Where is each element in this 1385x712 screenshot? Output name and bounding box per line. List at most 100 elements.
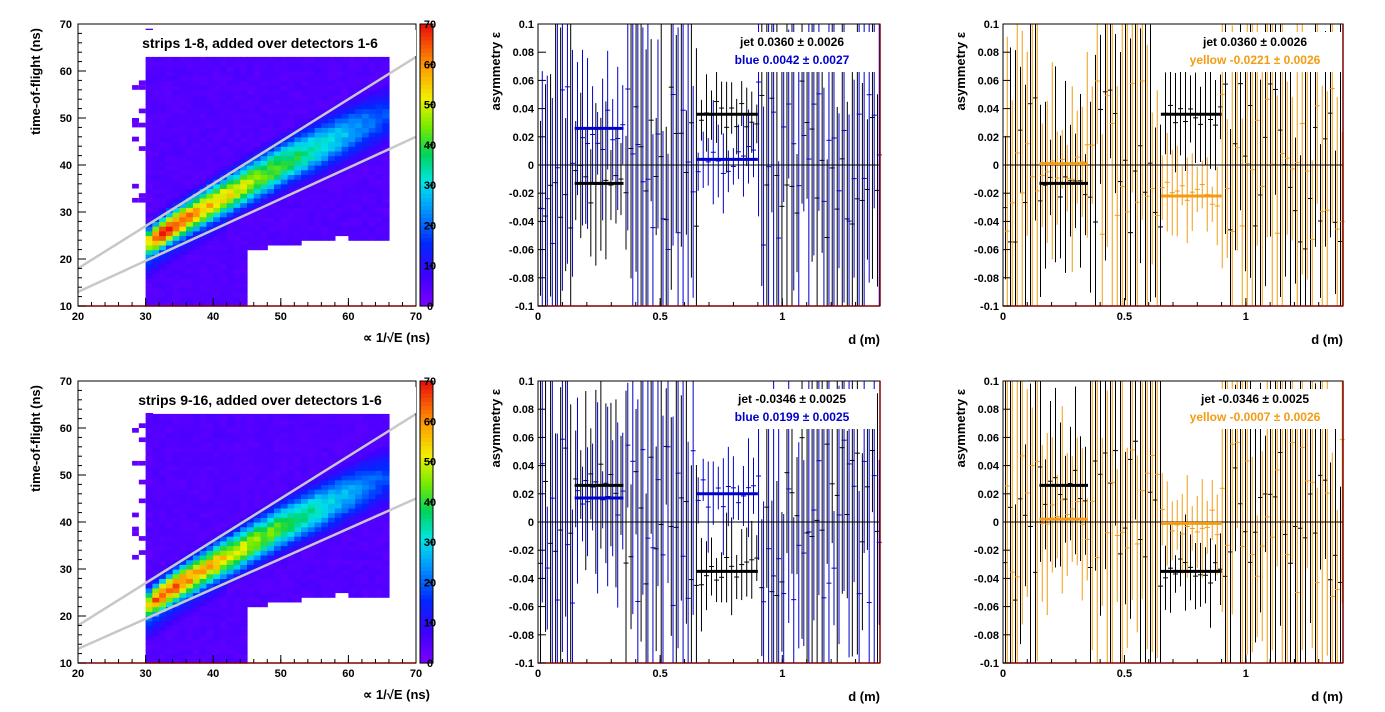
heatmap-cell xyxy=(328,554,336,561)
heatmap-cell xyxy=(213,522,221,528)
heatmap-cell xyxy=(199,56,208,63)
band-line xyxy=(77,55,417,270)
heatmap-cell xyxy=(328,564,336,570)
heatmap-cell xyxy=(267,179,275,185)
heatmap-cell xyxy=(328,517,336,523)
heatmap-cell xyxy=(145,103,153,110)
heatmap-cell xyxy=(165,122,174,128)
heatmap-cell xyxy=(172,277,180,284)
heatmap-cell xyxy=(294,456,302,462)
colorbar-cell xyxy=(420,618,433,624)
heatmap-cell xyxy=(287,108,295,114)
heatmap-cell xyxy=(186,99,194,105)
heatmap-cell xyxy=(368,146,377,152)
heatmap-cell xyxy=(233,423,241,429)
heatmap-cell xyxy=(355,526,363,532)
heatmap-cell xyxy=(159,146,167,152)
heatmap-cell xyxy=(334,150,343,157)
heatmap-cell xyxy=(206,559,214,565)
heatmap-cell xyxy=(368,592,377,598)
heatmap-cell xyxy=(199,202,208,208)
heatmap-cell xyxy=(355,479,363,485)
heatmap-cell xyxy=(247,202,255,208)
heatmap-cell xyxy=(219,616,228,622)
heatmap-cell xyxy=(192,141,201,147)
heatmap-cell xyxy=(152,202,160,208)
heatmap-cell xyxy=(165,71,174,77)
heatmap-cell xyxy=(240,268,248,274)
heatmap-cell xyxy=(240,259,248,265)
heatmap-cell xyxy=(348,61,356,67)
heatmap-cell xyxy=(192,94,201,100)
heatmap-cell xyxy=(233,536,241,542)
colorbar-cell xyxy=(420,56,433,61)
heatmap-cell xyxy=(341,132,349,138)
heatmap-cell xyxy=(186,80,194,86)
heatmap-cell xyxy=(301,155,309,161)
heatmap-cell xyxy=(368,103,377,110)
heatmap-cell xyxy=(307,423,316,429)
heatmap-cell xyxy=(206,179,214,185)
heatmap-cell xyxy=(382,113,390,119)
heatmap-cell xyxy=(179,583,187,589)
heatmap-cell xyxy=(314,56,322,63)
heatmap-cell xyxy=(226,418,235,424)
heatmap-cell xyxy=(274,221,282,227)
colorbar-cell xyxy=(420,393,433,398)
heatmap-cell xyxy=(159,235,167,241)
heatmap-cell xyxy=(341,71,349,77)
heatmap-cell xyxy=(240,61,248,67)
heatmap-cell xyxy=(287,545,295,551)
heatmap-cell xyxy=(159,207,167,213)
heatmap-cell xyxy=(247,122,255,128)
heatmap-cell xyxy=(226,216,235,222)
heatmap-cell xyxy=(219,592,228,598)
heatmap-cell xyxy=(240,235,248,241)
heatmap-cell xyxy=(213,169,221,175)
heatmap-cell xyxy=(199,489,208,495)
y-tick-label: -0.06 xyxy=(974,245,999,257)
heatmap-cell xyxy=(355,207,363,213)
heatmap-cell xyxy=(226,479,235,485)
heatmap-cell xyxy=(165,456,174,462)
heatmap-cell xyxy=(192,301,201,307)
heatmap-cell xyxy=(287,456,295,462)
heatmap-cell xyxy=(375,493,383,500)
colorbar-cell xyxy=(420,245,433,251)
heatmap-cell xyxy=(206,132,214,138)
heatmap-cell xyxy=(213,296,221,302)
heatmap-cell xyxy=(233,268,241,274)
colorbar-cell xyxy=(420,650,433,656)
heatmap-cell xyxy=(192,526,201,532)
heatmap-cell xyxy=(206,573,214,579)
heatmap-cell xyxy=(192,648,201,655)
heatmap-cell xyxy=(355,432,363,438)
heatmap-cell xyxy=(199,221,208,227)
heatmap-cell xyxy=(152,108,160,114)
heatmap-cell xyxy=(382,583,390,589)
heatmap-cell xyxy=(226,254,235,260)
heatmap-cell xyxy=(267,197,275,204)
heatmap-cell xyxy=(274,526,282,532)
heatmap-cell xyxy=(287,221,295,227)
heatmap-cell xyxy=(240,475,248,481)
heatmap-cell xyxy=(348,216,356,222)
heatmap-cell xyxy=(213,592,221,598)
heatmap-cell xyxy=(287,428,295,434)
heatmap-cell xyxy=(375,132,383,138)
heatmap-cell xyxy=(328,221,336,227)
heatmap-cell xyxy=(260,526,268,532)
heatmap-cell xyxy=(233,428,241,434)
heatmap-cell xyxy=(267,573,275,579)
heatmap-cell xyxy=(253,475,262,481)
heatmap-cell xyxy=(355,569,363,575)
heatmap-cell xyxy=(334,517,343,523)
colorbar-cell xyxy=(420,24,433,29)
heatmap-cell xyxy=(267,240,275,246)
heatmap-cell xyxy=(179,601,187,608)
heatmap-cell xyxy=(307,432,316,438)
heatmap-cell xyxy=(206,653,214,659)
y-tick-label: -0.04 xyxy=(974,573,1000,585)
heatmap-cell xyxy=(233,653,241,659)
heatmap-cell xyxy=(172,644,180,650)
